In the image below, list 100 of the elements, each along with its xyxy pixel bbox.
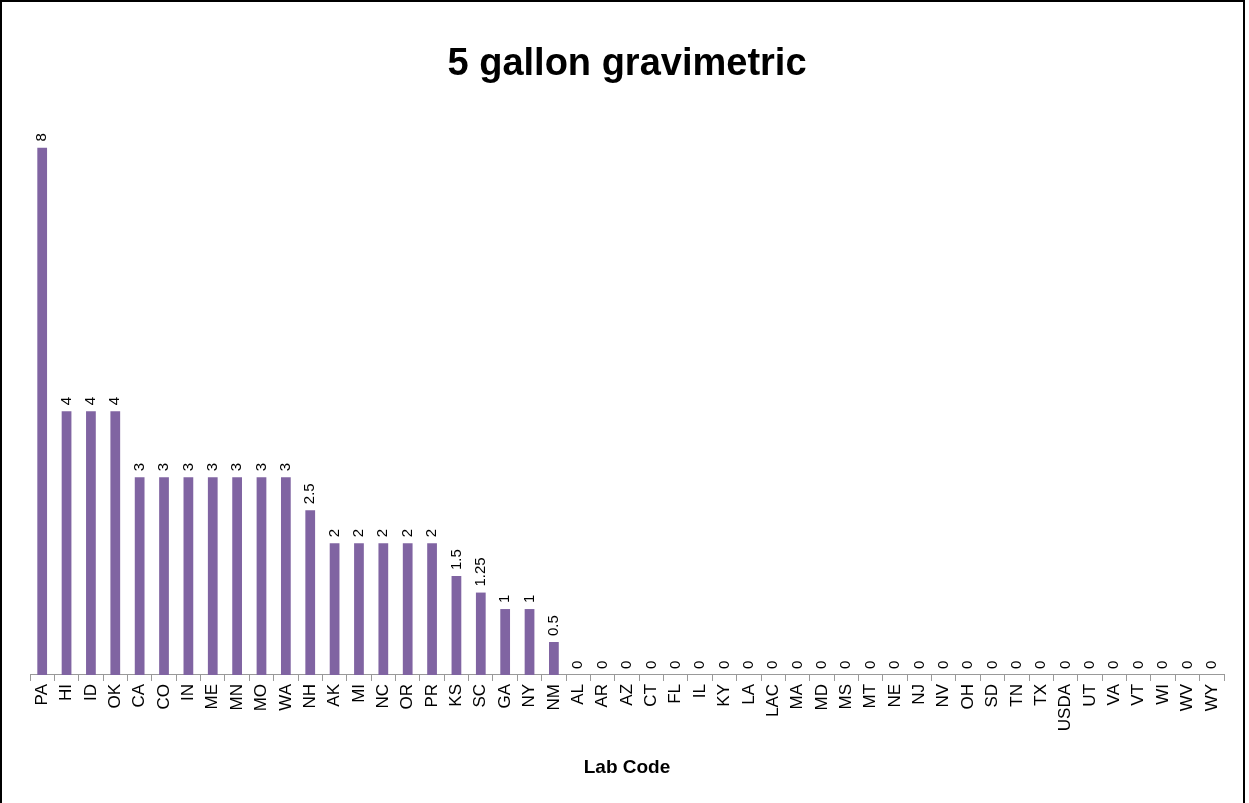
- bar: [110, 411, 121, 675]
- x-tick-label: AZ: [616, 683, 636, 706]
- data-label: 2: [397, 528, 415, 538]
- data-label: 0: [933, 660, 951, 669]
- bar: [305, 510, 316, 675]
- data-label: 0: [982, 660, 1000, 669]
- data-label: 0: [812, 660, 830, 669]
- data-label: 2.5: [300, 483, 318, 505]
- bar: [232, 477, 242, 675]
- x-tick-label: WV: [1177, 683, 1197, 712]
- data-label: 2: [349, 528, 367, 538]
- data-label: 0: [958, 660, 976, 669]
- x-tick-label: LAC: [762, 683, 782, 718]
- x-tick-label: MI: [348, 683, 368, 703]
- data-label: 0: [1177, 660, 1195, 669]
- data-label: 0: [592, 660, 610, 669]
- x-tick-label: PR: [421, 683, 441, 708]
- x-tick-label: IN: [178, 683, 198, 701]
- bar: [329, 543, 340, 675]
- x-tick-label: ID: [80, 683, 100, 701]
- x-tick-label: MN: [226, 683, 246, 711]
- x-tick-label: NV: [933, 683, 953, 708]
- data-label: 0: [617, 660, 635, 669]
- x-tick-label: IL: [689, 683, 709, 699]
- data-label: 3: [251, 462, 269, 472]
- x-tick-label: VA: [1104, 683, 1124, 706]
- data-label: 3: [129, 462, 147, 472]
- data-label: 0: [1153, 660, 1171, 669]
- x-tick-label: TX: [1030, 683, 1050, 706]
- bar: [500, 609, 511, 675]
- bar: [475, 592, 486, 675]
- x-tick-label: NY: [519, 683, 539, 708]
- x-tick-label: WI: [1152, 683, 1172, 705]
- x-tick-label: NC: [373, 683, 393, 709]
- data-label: 0.5: [544, 615, 562, 637]
- bar: [256, 477, 267, 675]
- x-tick-label: NM: [543, 683, 563, 711]
- data-label: 2: [422, 528, 440, 538]
- chart-title: 5 gallon gravimetric: [447, 41, 807, 84]
- data-label: 0: [690, 660, 708, 669]
- x-tick-label: VT: [1128, 683, 1148, 706]
- data-label: 0: [1128, 660, 1146, 669]
- data-label: 3: [178, 462, 196, 472]
- x-tick-label: USDA: [1055, 683, 1075, 732]
- data-label: 0: [1080, 660, 1098, 669]
- data-label: 0: [885, 660, 903, 669]
- data-label: 4: [81, 396, 99, 406]
- x-tick-label: AK: [324, 683, 344, 707]
- x-axis-title: Lab Code: [583, 755, 671, 777]
- bar: [183, 477, 194, 675]
- x-tick-label: LA: [738, 683, 758, 705]
- data-label: 0: [1201, 660, 1219, 669]
- x-tick-label: AL: [567, 683, 587, 705]
- data-label: 0: [641, 660, 659, 669]
- x-tick-label: UT: [1079, 683, 1099, 707]
- x-tick-label: OR: [397, 683, 417, 710]
- x-tick-label: TN: [1006, 683, 1026, 707]
- bar: [37, 147, 48, 675]
- bar: [378, 543, 389, 675]
- bar: [207, 477, 218, 675]
- x-tick-label: FL: [665, 683, 685, 704]
- x-tick-label: WA: [275, 683, 295, 711]
- data-label: 3: [276, 462, 293, 472]
- data-label: 4: [56, 396, 74, 406]
- data-label: 3: [202, 462, 220, 472]
- x-tick-label: HI: [56, 683, 76, 701]
- data-label: 1.5: [446, 549, 464, 571]
- x-tick-label: MO: [251, 683, 271, 712]
- x-tick-label: GA: [494, 683, 514, 709]
- x-tick-label: SD: [982, 683, 1002, 708]
- x-tick-label: OH: [957, 683, 977, 710]
- bar: [354, 543, 364, 675]
- data-label: 1: [495, 594, 513, 604]
- data-label: 0: [1055, 660, 1073, 669]
- x-tick-label: SC: [470, 683, 490, 708]
- bar: [427, 543, 437, 675]
- data-label: 0: [763, 660, 781, 669]
- data-label: 2: [373, 528, 391, 538]
- data-label: 0: [787, 660, 805, 669]
- data-label: 0: [1104, 660, 1122, 669]
- bar: [549, 642, 559, 675]
- data-label: 0: [860, 660, 878, 669]
- data-label: 0: [1007, 660, 1025, 669]
- x-tick-label: MT: [860, 683, 880, 709]
- x-tick-label: WY: [1201, 683, 1221, 712]
- x-tick-label: OK: [104, 683, 124, 709]
- x-tick-label: CO: [153, 683, 173, 710]
- data-label: 4: [105, 396, 123, 406]
- x-tick-label: MA: [787, 683, 807, 710]
- bar: [280, 477, 291, 675]
- x-tick-label: AR: [592, 683, 612, 708]
- bar: [524, 609, 535, 675]
- bar: [402, 543, 413, 675]
- data-label: 3: [227, 462, 245, 472]
- bar: [61, 411, 72, 675]
- data-label: 2: [324, 528, 342, 538]
- bar: [159, 477, 169, 675]
- x-tick-label: PA: [31, 683, 51, 706]
- x-tick-label: MS: [835, 683, 855, 710]
- data-label: 0: [909, 660, 927, 669]
